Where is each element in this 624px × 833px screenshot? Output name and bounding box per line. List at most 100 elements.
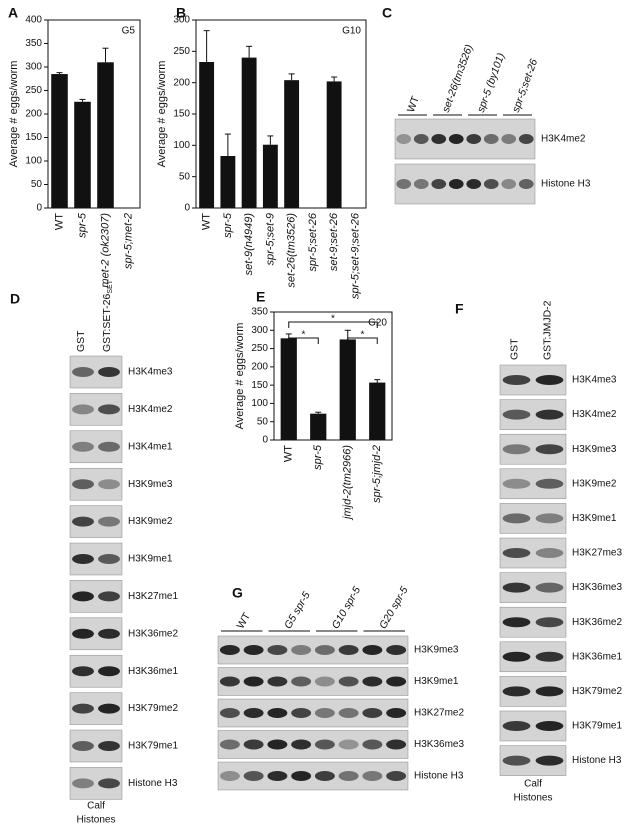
- y-tick-label: 50: [257, 416, 269, 427]
- blot-band: [72, 591, 94, 602]
- blot-band: [502, 721, 531, 731]
- lane-label: GST: [508, 338, 520, 360]
- x-tick-label: set-26(tm3526): [286, 213, 298, 288]
- blot-band: [243, 771, 264, 781]
- bar: [280, 338, 297, 440]
- x-tick-label: spr-5: [312, 444, 324, 470]
- blot-band: [483, 134, 499, 144]
- blot-band: [314, 771, 335, 781]
- lane-label-subscript: SET: [107, 279, 114, 293]
- blot-band: [72, 554, 94, 564]
- blot-band: [291, 708, 312, 718]
- blot-band: [72, 479, 94, 490]
- y-tick-label: 250: [173, 46, 190, 57]
- blot-band: [502, 686, 531, 697]
- blot-band: [386, 771, 407, 781]
- x-tick-label: WT: [201, 213, 213, 230]
- y-tick-label: 0: [262, 435, 268, 446]
- blot-band: [98, 703, 120, 714]
- bar: [74, 101, 91, 208]
- blot-band: [219, 708, 240, 718]
- blot-band: [431, 179, 447, 189]
- row-label: Histone H3: [414, 771, 464, 782]
- panel-letter: C: [382, 5, 392, 21]
- blot-band: [243, 708, 264, 718]
- significance-mark: *: [361, 330, 365, 341]
- blot-band: [502, 375, 531, 385]
- lane-label-text: G5 spr-5: [282, 590, 313, 631]
- blot-band: [267, 708, 288, 718]
- error-bar: [267, 135, 274, 145]
- blot-band: [448, 179, 464, 189]
- blot-band: [267, 771, 288, 781]
- blot-band: [291, 676, 312, 687]
- blot-band: [219, 771, 240, 781]
- blot-band: [219, 645, 240, 655]
- bar: [339, 339, 356, 440]
- panel-letter: G: [232, 585, 243, 601]
- x-tick-label: spr-5: [222, 212, 234, 238]
- blot-band: [98, 367, 120, 377]
- blot-footer: Calf: [524, 779, 542, 790]
- row-label: H3K79me2: [128, 703, 178, 714]
- y-tick-label: 300: [25, 62, 42, 73]
- blot-band: [535, 513, 564, 524]
- blot-band: [535, 375, 564, 385]
- blot-band: [502, 444, 531, 455]
- y-tick-label: 50: [179, 171, 191, 182]
- lane-label-text: set-26(tm3526): [440, 43, 476, 114]
- blot-band: [267, 676, 288, 687]
- error-bar: [79, 98, 86, 102]
- blot-band: [98, 516, 120, 527]
- blot-band: [267, 739, 288, 750]
- y-axis-label: Average # eggs/worm: [8, 61, 20, 168]
- row-label: H3K36me3: [414, 739, 464, 750]
- blot-band: [413, 179, 429, 189]
- blot-band: [502, 755, 531, 766]
- row-label: Histone H3: [572, 755, 622, 766]
- x-tick-label: spr-5;set-9: [264, 213, 276, 265]
- error-bar: [374, 379, 381, 383]
- blot-band: [98, 628, 120, 639]
- row-label: H3K9me3: [128, 479, 173, 490]
- blot-band: [535, 617, 564, 628]
- blot-band: [98, 666, 120, 677]
- blot-band: [338, 739, 359, 750]
- blot-band: [72, 516, 94, 527]
- blot-band: [518, 179, 534, 189]
- blot-band: [535, 721, 564, 731]
- significance-bracket: [347, 337, 378, 344]
- x-tick-label: spr-5;jmjd-2: [371, 445, 383, 503]
- error-bar: [246, 45, 253, 58]
- blot-band: [219, 676, 240, 687]
- row-label: H3K4me3: [128, 367, 173, 378]
- blot-band: [535, 478, 564, 489]
- lane-label: set-26(tm3526): [440, 43, 476, 114]
- row-label: H3K9me2: [128, 516, 173, 527]
- lane-label: G5 spr-5: [282, 590, 313, 631]
- y-tick-label: 150: [173, 109, 190, 120]
- blot-band: [314, 708, 335, 718]
- blot-band: [362, 645, 383, 655]
- blot-footer: Histones: [77, 815, 116, 826]
- blot-band: [501, 179, 517, 189]
- blot-band: [72, 778, 94, 789]
- bar: [241, 57, 257, 208]
- blot-band: [98, 441, 120, 452]
- blot-band: [448, 134, 464, 144]
- significance-bracket: [288, 321, 378, 328]
- blot-band: [72, 741, 94, 751]
- lane-label-text: GST: [508, 338, 520, 360]
- blot-band: [291, 645, 312, 655]
- blot-band: [535, 582, 564, 593]
- row-label: H3K9me3: [414, 645, 459, 656]
- blot-band: [243, 676, 264, 687]
- blot-band: [535, 755, 564, 766]
- row-label: H3K9me1: [128, 554, 173, 565]
- lane-label-text: spr-5;set-26: [510, 57, 540, 114]
- blot-band: [386, 645, 407, 655]
- x-tick-label: WT: [53, 213, 65, 230]
- row-label: H3K4me3: [572, 375, 617, 386]
- blot-band: [518, 134, 534, 144]
